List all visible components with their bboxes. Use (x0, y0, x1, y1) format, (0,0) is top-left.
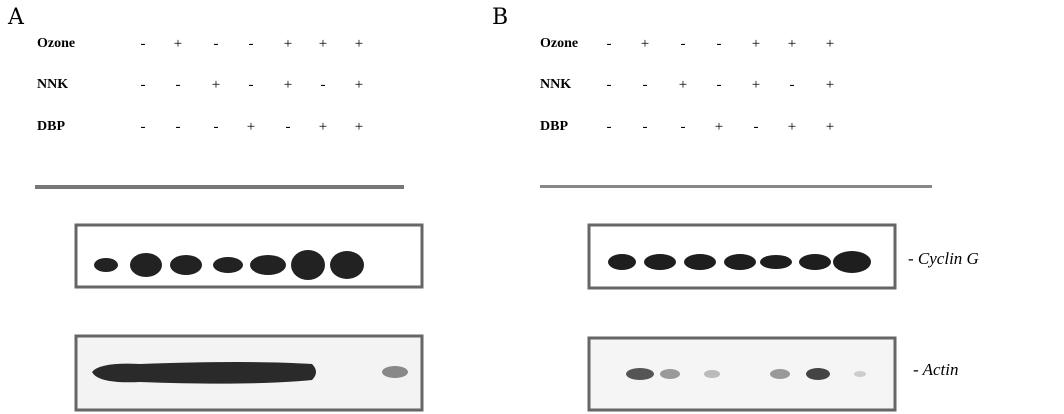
band (760, 255, 792, 269)
treatment-mark: + (284, 77, 292, 93)
treatment-mark: - (607, 77, 612, 93)
treatment-mark: + (212, 77, 220, 93)
treatment-mark: + (355, 36, 363, 52)
separator (35, 185, 404, 189)
treatment-mark: - (141, 36, 146, 52)
figure: - Cyclin G - Actin A Ozone - + - - + + + NNK - - + - +… (0, 0, 1064, 414)
treatment-mark: + (319, 36, 327, 52)
treatment-mark: - (286, 119, 291, 135)
treatment-mark: + (788, 36, 796, 52)
row-label: DBP (540, 119, 568, 134)
band (291, 250, 325, 280)
treatment-mark: - (643, 77, 648, 93)
band (684, 254, 716, 270)
treatment-mark: + (826, 119, 834, 135)
treatment-mark: - (214, 119, 219, 135)
treatment-mark: - (607, 36, 612, 52)
band (644, 254, 676, 270)
band (330, 251, 364, 279)
band (213, 257, 243, 273)
treatment-mark: - (643, 119, 648, 135)
treatment-mark: + (752, 77, 760, 93)
band (608, 254, 636, 270)
treatment-mark: - (176, 119, 181, 135)
blot-label: - Actin (913, 360, 958, 379)
treatment-mark: - (141, 119, 146, 135)
band (660, 369, 680, 379)
treatment-mark: + (641, 36, 649, 52)
treatment-mark: - (607, 119, 612, 135)
band (92, 362, 316, 384)
band (799, 254, 831, 270)
treatment-mark: - (249, 36, 254, 52)
band (854, 371, 866, 377)
treatment-mark: - (790, 77, 795, 93)
treatment-mark: - (717, 77, 722, 93)
row-label: NNK (540, 77, 571, 92)
blot-label: - Cyclin G (908, 249, 979, 268)
treatment-mark: + (284, 36, 292, 52)
band (626, 368, 654, 380)
band (770, 369, 790, 379)
panel-label: B (492, 5, 508, 30)
band (250, 255, 286, 275)
separator (540, 185, 932, 188)
band (130, 253, 162, 277)
band (724, 254, 756, 270)
treatment-mark: + (679, 77, 687, 93)
band (833, 251, 871, 273)
treatment-mark: + (174, 36, 182, 52)
treatment-mark: - (176, 77, 181, 93)
treatment-mark: + (355, 119, 363, 135)
band (170, 255, 202, 275)
row-label: Ozone (37, 36, 75, 51)
row-label: DBP (37, 119, 65, 134)
treatment-mark: - (681, 119, 686, 135)
treatment-mark: + (826, 77, 834, 93)
row-label: Ozone (540, 36, 578, 51)
treatment-mark: - (681, 36, 686, 52)
treatment-mark: - (214, 36, 219, 52)
band (94, 258, 118, 272)
treatment-mark: + (247, 119, 255, 135)
band (806, 368, 830, 380)
treatment-mark: - (717, 36, 722, 52)
treatment-mark: + (826, 36, 834, 52)
treatment-mark: + (319, 119, 327, 135)
band (382, 366, 408, 378)
treatment-mark: - (141, 77, 146, 93)
treatment-mark: + (788, 119, 796, 135)
treatment-mark: - (321, 77, 326, 93)
band (704, 370, 720, 378)
treatment-mark: + (355, 77, 363, 93)
treatment-mark: - (249, 77, 254, 93)
panel-label: A (7, 5, 25, 30)
treatment-mark: - (754, 119, 759, 135)
treatment-mark: + (715, 119, 723, 135)
treatment-mark: + (752, 36, 760, 52)
row-label: NNK (37, 77, 68, 92)
